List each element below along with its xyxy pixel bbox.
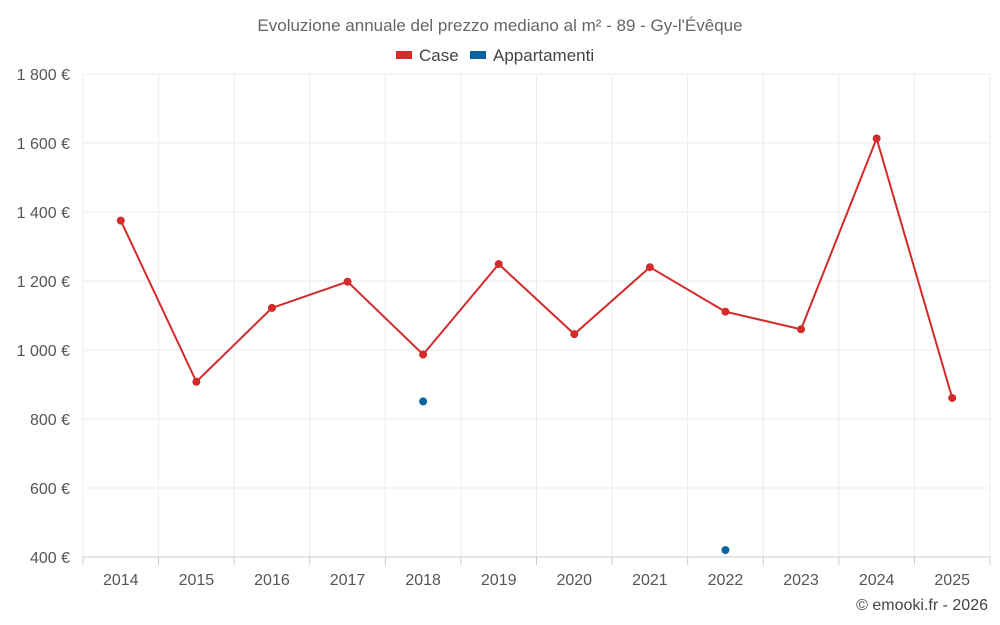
legend-label-case: Case	[419, 46, 459, 65]
x-tick-label: 2016	[254, 572, 290, 589]
chart-title: Evoluzione annuale del prezzo mediano al…	[257, 16, 742, 35]
data-point-case[interactable]	[343, 277, 352, 286]
x-tick-label: 2017	[330, 572, 366, 589]
credit-text: © emooki.fr - 2026	[856, 597, 988, 614]
y-tick-label: 600 €	[30, 481, 70, 498]
legend-swatch-appartamenti	[470, 51, 486, 59]
data-point-case[interactable]	[494, 260, 503, 269]
data-point-case[interactable]	[948, 393, 957, 402]
y-tick-label: 1 000 €	[17, 343, 70, 360]
x-tick-label: 2020	[556, 572, 592, 589]
data-point-case[interactable]	[721, 307, 730, 316]
legend-swatch-case	[396, 51, 412, 59]
data-point-case[interactable]	[267, 303, 276, 312]
y-tick-label: 800 €	[30, 412, 70, 429]
x-axis: 2014 2015 2016 2017 2018 2019 2020 2021 2022 2023…	[82, 556, 991, 589]
x-tick-label: 2024	[859, 572, 895, 589]
y-tick-label: 1 400 €	[17, 205, 70, 222]
data-point-case[interactable]	[797, 325, 806, 334]
x-tick-label: 2018	[405, 572, 441, 589]
x-tick-label: 2021	[632, 572, 668, 589]
gridlines	[82, 73, 991, 557]
x-tick-label: 2019	[481, 572, 517, 589]
legend: Case Appartamenti	[396, 46, 594, 65]
series-line-case	[119, 137, 954, 399]
data-point-case[interactable]	[645, 263, 654, 272]
x-tick-label: 2025	[934, 572, 970, 589]
y-tick-label: 1 800 €	[17, 67, 70, 84]
data-point-case[interactable]	[570, 330, 579, 339]
y-tick-label: 1 200 €	[17, 274, 70, 291]
data-point-appartamenti[interactable]	[419, 397, 428, 406]
x-tick-label: 2015	[179, 572, 215, 589]
x-tick-label: 2023	[783, 572, 819, 589]
data-point-case[interactable]	[192, 377, 201, 386]
data-point-case[interactable]	[116, 216, 125, 225]
y-tick-label: 1 600 €	[17, 136, 70, 153]
series-layer	[116, 134, 957, 555]
legend-item-case[interactable]: Case	[396, 46, 459, 65]
x-tick-label: 2014	[103, 572, 139, 589]
y-axis: 400 € 600 € 800 € 1 000 € 1 200 € 1 400 € 1 60…	[17, 67, 70, 567]
data-point-appartamenti[interactable]	[721, 546, 730, 555]
x-tick-label: 2022	[708, 572, 744, 589]
data-point-case[interactable]	[872, 134, 881, 143]
y-tick-label: 400 €	[30, 550, 70, 567]
legend-label-appartamenti: Appartamenti	[493, 46, 594, 65]
legend-item-appartamenti[interactable]: Appartamenti	[470, 46, 594, 65]
data-point-case[interactable]	[419, 350, 428, 359]
